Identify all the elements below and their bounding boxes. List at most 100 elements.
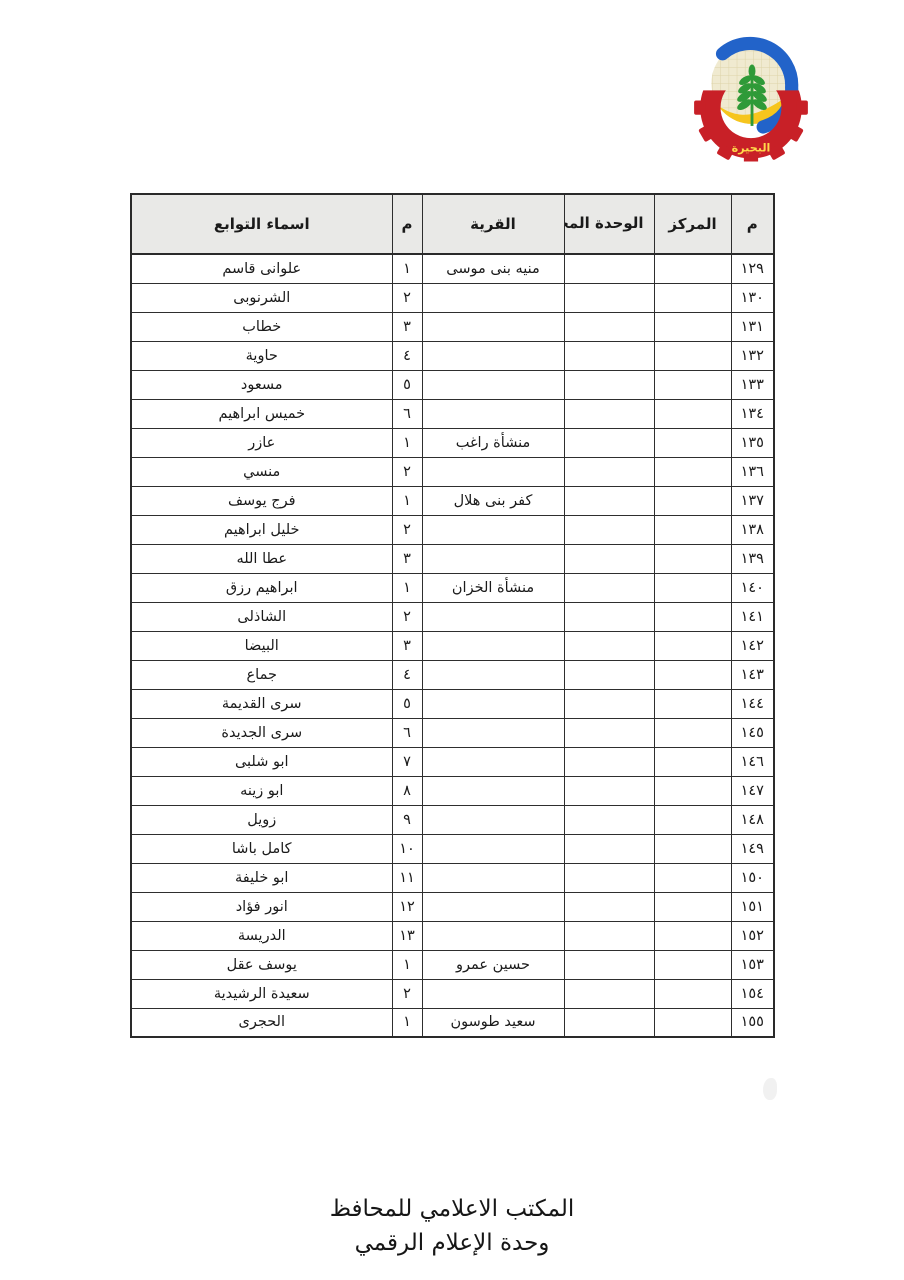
cell-local-unit	[563, 862, 655, 893]
cell-serial: ١٣٥	[730, 427, 775, 458]
table-row: ١٥٤ ٢ سعيدة الرشيدية	[130, 978, 775, 1009]
header-dependents: اسماء التوابع	[130, 193, 393, 255]
cell-sub-serial: ٣	[391, 543, 423, 574]
cell-local-unit	[563, 514, 655, 545]
cell-local-unit	[563, 949, 655, 980]
table-row: ١٥٥ سعيد طوسون ١ الحجرى	[130, 1007, 775, 1038]
header-markaz: المركز	[653, 193, 732, 255]
cell-local-unit	[563, 833, 655, 864]
cell-serial: ١٥٥	[730, 1007, 775, 1038]
cell-dependent: حاوية	[130, 340, 393, 371]
cell-sub-serial: ١	[391, 427, 423, 458]
cell-dependent: علوانى قاسم	[130, 253, 393, 284]
cell-local-unit	[563, 659, 655, 690]
cell-village	[421, 659, 565, 690]
cell-serial: ١٤٥	[730, 717, 775, 748]
cell-markaz	[653, 949, 732, 980]
cell-serial: ١٤٧	[730, 775, 775, 806]
cell-serial: ١٣٩	[730, 543, 775, 574]
cell-village	[421, 630, 565, 661]
table-row: ١٤٠ منشأة الخزان ١ ابراهيم رزق	[130, 572, 775, 603]
cell-sub-serial: ٢	[391, 601, 423, 632]
table-row: ١٤٨ ٩ زويل	[130, 804, 775, 835]
cell-village	[421, 717, 565, 748]
table-row: ١٤٩ ١٠ كامل باشا	[130, 833, 775, 864]
logo-wheat-plant	[737, 64, 767, 126]
cell-local-unit	[563, 804, 655, 835]
cell-dependent: خميس ابراهيم	[130, 398, 393, 429]
table-row: ١٤٤ ٥ سرى القديمة	[130, 688, 775, 719]
cell-sub-serial: ٤	[391, 659, 423, 690]
footer-digital-unit-line: وحدة الإعلام الرقمي	[354, 1230, 550, 1256]
cell-markaz	[653, 804, 732, 835]
cell-village	[421, 514, 565, 545]
table-row: ١٣٨ ٢ خليل ابراهيم	[130, 514, 775, 545]
logo-graphic: البحيرة	[694, 36, 808, 162]
table-row: ١٥٣ حسين عمرو ١ يوسف عقل	[130, 949, 775, 980]
cell-markaz	[653, 630, 732, 661]
table-row: ١٣٤ ٦ خميس ابراهيم	[130, 398, 775, 429]
cell-dependent: يوسف عقل	[130, 949, 393, 980]
cell-serial: ١٣١	[730, 311, 775, 342]
table-row: ١٥٢ ١٣ الدريسة	[130, 920, 775, 951]
cell-markaz	[653, 514, 732, 545]
cell-local-unit	[563, 601, 655, 632]
cell-markaz	[653, 601, 732, 632]
cell-sub-serial: ٦	[391, 717, 423, 748]
cell-local-unit	[563, 369, 655, 400]
cell-local-unit	[563, 630, 655, 661]
cell-local-unit	[563, 717, 655, 748]
cell-markaz	[653, 543, 732, 574]
cell-serial: ١٤١	[730, 601, 775, 632]
cell-dependent: سرى القديمة	[130, 688, 393, 719]
cell-local-unit	[563, 978, 655, 1009]
cell-serial: ١٤٩	[730, 833, 775, 864]
cell-dependent: سعيدة الرشيدية	[130, 978, 393, 1009]
table-row: ١٣١ ٣ خطاب	[130, 311, 775, 342]
cell-dependent: مسعود	[130, 369, 393, 400]
cell-markaz	[653, 456, 732, 487]
cell-markaz	[653, 485, 732, 516]
cell-serial: ١٤٦	[730, 746, 775, 777]
cell-village	[421, 746, 565, 777]
cell-village	[421, 804, 565, 835]
cell-local-unit	[563, 920, 655, 951]
cell-dependent: ابو زينه	[130, 775, 393, 806]
table-row: ١٣٧ كفر بنى هلال ١ فرج يوسف	[130, 485, 775, 516]
cell-local-unit	[563, 688, 655, 719]
cell-markaz	[653, 311, 732, 342]
cell-dependent: خليل ابراهيم	[130, 514, 393, 545]
cell-dependent: كامل باشا	[130, 833, 393, 864]
cell-sub-serial: ٥	[391, 688, 423, 719]
header-serial: م	[730, 193, 775, 255]
cell-serial: ١٥٤	[730, 978, 775, 1009]
cell-markaz	[653, 1007, 732, 1038]
cell-sub-serial: ١٢	[391, 891, 423, 922]
scan-smudge	[763, 1078, 777, 1100]
cell-local-unit	[563, 746, 655, 777]
cell-sub-serial: ٩	[391, 804, 423, 835]
cell-local-unit	[563, 543, 655, 574]
cell-village: حسين عمرو	[421, 949, 565, 980]
cell-sub-serial: ٢	[391, 978, 423, 1009]
cell-village: منيه بنى موسى	[421, 253, 565, 284]
cell-sub-serial: ٧	[391, 746, 423, 777]
cell-local-unit	[563, 253, 655, 284]
header-sub-serial: م	[391, 193, 423, 255]
cell-local-unit	[563, 1007, 655, 1038]
table-row: ١٣٣ ٥ مسعود	[130, 369, 775, 400]
cell-markaz	[653, 833, 732, 864]
cell-sub-serial: ١	[391, 485, 423, 516]
cell-serial: ١٥٠	[730, 862, 775, 893]
table-body: ١٢٩ منيه بنى موسى ١ علوانى قاسم ١٣٠ ٢ ال…	[130, 253, 775, 1038]
cell-local-unit	[563, 572, 655, 603]
table-row: ١٣٥ منشأة راغب ١ عازر	[130, 427, 775, 458]
cell-sub-serial: ٢	[391, 514, 423, 545]
cell-local-unit	[563, 456, 655, 487]
cell-markaz	[653, 746, 732, 777]
cell-dependent: سرى الجديدة	[130, 717, 393, 748]
table-header: م المركز الوحدة المحلية القرية م اسماء ا…	[130, 193, 775, 255]
cell-village	[421, 775, 565, 806]
cell-village	[421, 920, 565, 951]
